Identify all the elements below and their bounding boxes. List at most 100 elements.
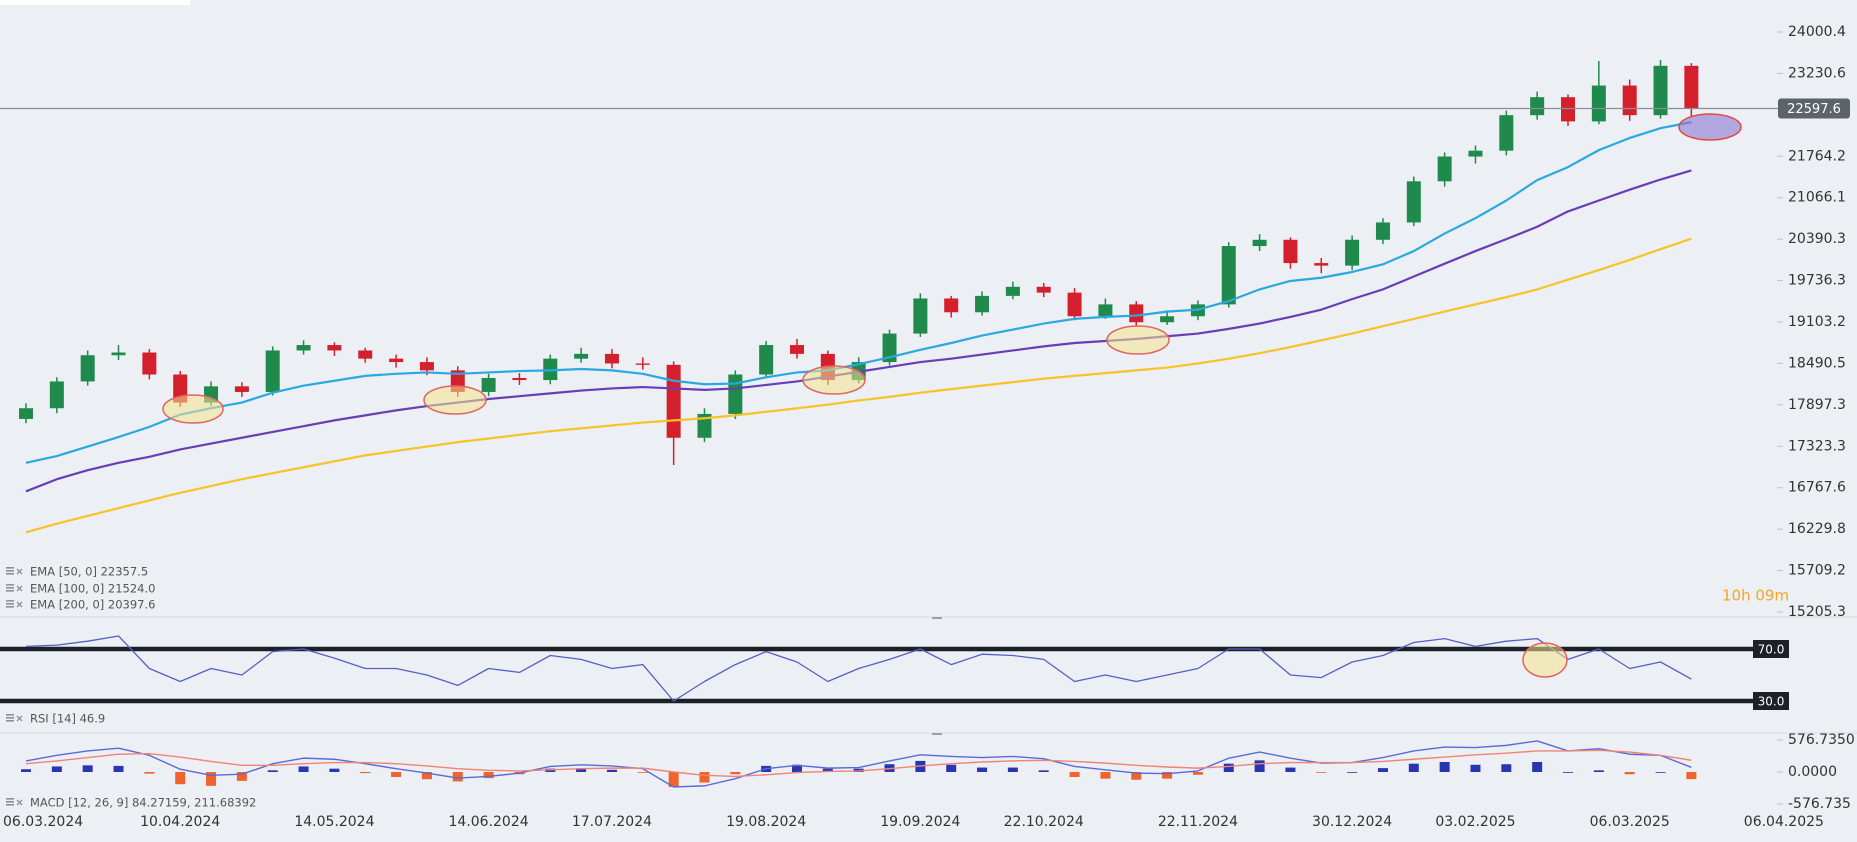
candle-body (1406, 181, 1421, 223)
legend-close-icon (16, 715, 23, 722)
candle-body (1561, 97, 1575, 122)
tick-label-box (1753, 640, 1789, 658)
legend-label: MACD [12, 26, 9] 84.27159, 211.68392 (30, 796, 256, 810)
tick-label-box (1753, 692, 1789, 710)
legend-item: EMA [200, 0] 20397.6 (6, 598, 155, 612)
histogram-bar (1439, 762, 1450, 772)
candle-body (1067, 292, 1082, 317)
legend-close-icon (16, 585, 23, 592)
y-tick-label: 23230.6 (1788, 65, 1846, 81)
histogram-bar (175, 772, 186, 785)
histogram-bar (1285, 767, 1296, 772)
x-tick-label: 06.03.2024 (3, 814, 83, 830)
highlight-ellipse (1522, 642, 1568, 678)
histogram-bar (1593, 770, 1604, 772)
legend-icon (6, 573, 14, 575)
candle-body (728, 374, 743, 414)
legend-icon (6, 798, 14, 800)
histogram-bar (1162, 772, 1173, 779)
candle-body (80, 355, 95, 382)
candle-body (913, 298, 928, 334)
candle-body (1684, 65, 1699, 109)
candle-body (296, 345, 311, 351)
top-tab (0, 0, 190, 5)
last-price-label: 22597.6 (1787, 102, 1841, 117)
countdown: 10h 09m (1722, 587, 1789, 605)
legend-icon (6, 801, 14, 803)
candle-body (419, 362, 434, 371)
legend-label: EMA [50, 0] 22357.5 (30, 565, 148, 579)
histogram-bar (329, 768, 340, 772)
candle-body (1653, 65, 1668, 116)
candle-body (1005, 286, 1020, 296)
series-line (25, 749, 1692, 778)
y-tick-label: 70.0 (1758, 643, 1785, 657)
candle-body (790, 345, 804, 354)
candle-body (1129, 304, 1144, 323)
histogram-bar (668, 772, 679, 787)
candle-body (604, 353, 619, 364)
candle-body (1375, 222, 1390, 240)
histogram-bar (1069, 772, 1080, 777)
y-tick-label: 19103.2 (1788, 314, 1846, 330)
highlight-ellipse (423, 385, 487, 415)
histogram-bar (1470, 764, 1481, 772)
candle-body (635, 363, 650, 365)
legend-icon (6, 570, 14, 572)
histogram-bar (82, 765, 93, 772)
histogram-bar (452, 772, 463, 782)
y-tick-label: 15205.3 (1788, 604, 1846, 620)
histogram-bar (730, 772, 741, 775)
y-tick-label: 15709.2 (1788, 563, 1846, 579)
highlight-ellipse (802, 365, 866, 395)
histogram-bar (113, 765, 124, 772)
x-tick-label: 19.08.2024 (726, 814, 806, 830)
series-line (25, 740, 1692, 788)
histogram-bar (1377, 768, 1388, 772)
legend-item: RSI [14] 46.9 (6, 712, 105, 726)
histogram-bar (298, 766, 309, 772)
histogram-bar (1038, 770, 1049, 772)
histogram-bar (1408, 763, 1419, 772)
histogram-bar (206, 772, 217, 786)
histogram-bar (637, 772, 648, 773)
candle-body (327, 345, 342, 351)
histogram-bar (1347, 772, 1358, 773)
annotations (162, 113, 1742, 678)
y-tick-label: 20390.3 (1788, 231, 1846, 247)
candle-body (1437, 156, 1452, 182)
highlight-ellipse (1106, 325, 1170, 355)
candle-body (1221, 246, 1236, 305)
y-tick-label: -576.735 (1788, 796, 1851, 812)
histogram-bar (946, 764, 957, 772)
y-tick-label: 30.0 (1758, 695, 1785, 709)
histogram-bar (1563, 772, 1573, 773)
legend-icon (6, 600, 14, 602)
candle-body (944, 298, 959, 313)
y-tick-label: 24000.4 (1788, 24, 1846, 40)
legend-icon (6, 590, 14, 592)
legend-item: MACD [12, 26, 9] 84.27159, 211.68392 (6, 796, 256, 810)
candle-body (666, 364, 681, 438)
legend-icon (6, 567, 14, 569)
legend-icon (6, 714, 14, 716)
histogram-bar (1624, 772, 1635, 775)
histogram-bar (236, 772, 247, 781)
y-tick-label: 18490.5 (1788, 355, 1846, 371)
candle-body (1591, 85, 1606, 122)
x-tick-label: 30.12.2024 (1312, 814, 1392, 830)
legend-icon (6, 584, 14, 586)
x-tick-label: 22.11.2024 (1158, 814, 1238, 830)
candle-body (512, 377, 527, 381)
last-price-box (1778, 98, 1850, 119)
x-tick-label: 19.09.2024 (880, 814, 960, 830)
legend-icon (6, 717, 14, 719)
series-line (25, 635, 1692, 702)
candle-body (111, 352, 126, 356)
histogram-bar (1686, 772, 1697, 780)
y-tick-label: 17323.3 (1788, 438, 1846, 454)
histogram-bar (1316, 772, 1327, 773)
